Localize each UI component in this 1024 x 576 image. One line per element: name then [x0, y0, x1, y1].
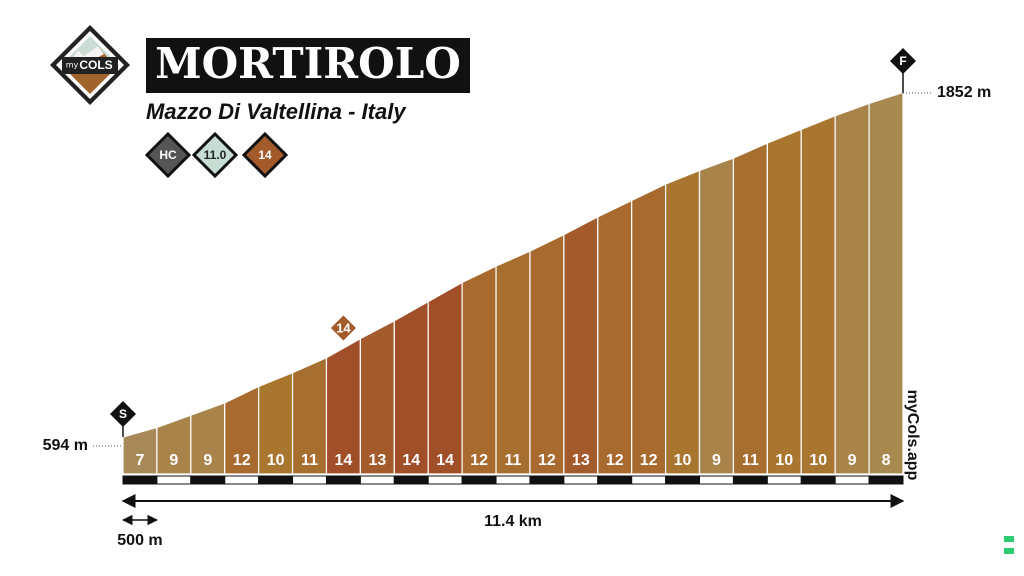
distance-strip — [122, 475, 158, 485]
distance-strip — [766, 475, 802, 485]
segment — [359, 319, 395, 475]
finish-marker — [890, 48, 916, 74]
segment — [732, 142, 768, 475]
segment-gradient: 10 — [674, 452, 692, 469]
brand: myCols.app — [904, 390, 921, 481]
max-marker-label: 14 — [336, 320, 351, 335]
distance-strip — [665, 475, 701, 485]
segment — [495, 250, 531, 475]
badge-average: 11.0 — [204, 148, 227, 162]
start-marker — [110, 401, 136, 427]
distance-strip — [699, 475, 734, 485]
distance-strip — [800, 475, 836, 485]
badge-category: HC — [159, 148, 177, 162]
segment — [393, 300, 429, 475]
title: MORTIROLO — [155, 39, 461, 88]
logo-cols: COLS — [79, 58, 112, 72]
segment-gradient: 8 — [882, 452, 891, 469]
distance-strip — [427, 475, 463, 485]
distance-strip — [529, 475, 565, 485]
segment — [665, 169, 701, 475]
scale-label: 500 m — [117, 532, 162, 549]
distance-strip — [495, 475, 531, 485]
distance-strip — [190, 475, 226, 485]
title-box — [146, 38, 470, 93]
segment — [868, 91, 904, 475]
segment-gradient: 12 — [470, 452, 488, 469]
segment-gradient: 10 — [775, 452, 793, 469]
segment-gradient: 11 — [742, 452, 759, 469]
distance-strip — [631, 475, 667, 485]
subtitle: Mazzo Di Valtellina - Italy — [146, 99, 407, 124]
start-label: S — [119, 407, 127, 421]
segment-gradient: 13 — [368, 452, 386, 469]
segment — [529, 233, 565, 475]
segment-gradient: 9 — [712, 452, 721, 469]
segment — [766, 128, 802, 475]
distance-strip — [732, 475, 768, 485]
segment-gradient: 9 — [203, 452, 212, 469]
logo-my: my — [66, 61, 79, 70]
badges: HC 11.0 14 — [144, 131, 289, 179]
distance-strip — [393, 475, 429, 485]
distance-strip — [359, 475, 395, 485]
segment-gradient: 10 — [809, 452, 827, 469]
distance-label: 11.4 km — [484, 513, 542, 530]
segment — [834, 102, 870, 475]
segment-gradient: 14 — [335, 452, 353, 469]
start-elevation: 594 m — [43, 437, 88, 454]
segment — [631, 183, 667, 475]
logo: my COLS — [50, 25, 130, 105]
segment-gradient: 14 — [436, 452, 454, 469]
distance-strip — [292, 475, 327, 485]
segment — [427, 281, 463, 475]
segment-gradient: 12 — [606, 452, 624, 469]
segment-gradient: 7 — [136, 452, 145, 469]
segment-gradient: 9 — [169, 452, 178, 469]
distance-strip — [868, 475, 904, 485]
badge-max: 14 — [258, 148, 272, 162]
segment — [461, 265, 497, 475]
segment — [698, 157, 735, 475]
distance-strip — [325, 475, 361, 485]
distance-strip — [224, 475, 260, 485]
segment-gradient: 11 — [301, 452, 318, 469]
segment-gradient: 12 — [538, 452, 556, 469]
segment-gradient: 13 — [572, 452, 590, 469]
segment — [563, 215, 599, 475]
max-marker — [328, 312, 359, 344]
segment-gradient: 10 — [267, 452, 285, 469]
segment-gradient: 9 — [848, 452, 857, 469]
finish-label: F — [899, 54, 906, 68]
segment-gradient: 11 — [505, 452, 522, 469]
distance-strip — [461, 475, 497, 485]
finish-elevation: 1852 m — [937, 84, 991, 101]
distance-strip — [597, 475, 633, 485]
app-icon — [1004, 536, 1014, 554]
distance-strip — [834, 475, 870, 485]
segment-gradient: 14 — [402, 452, 420, 469]
distance-strip — [156, 475, 192, 485]
segment-gradient: 12 — [640, 452, 658, 469]
segment-gradient: 12 — [233, 452, 251, 469]
distance-strip — [258, 475, 294, 485]
distance-strip — [563, 475, 599, 485]
segment — [597, 199, 633, 475]
segment — [800, 114, 836, 475]
